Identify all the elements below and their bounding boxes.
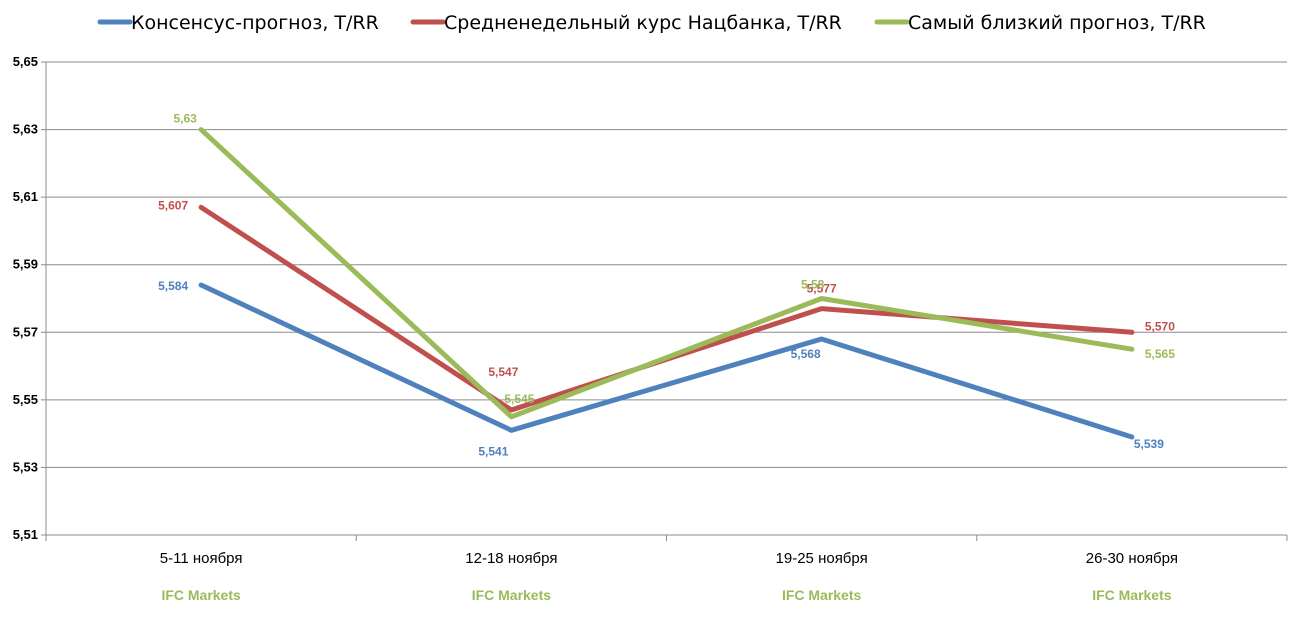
- data-label: 5,577: [807, 282, 837, 296]
- legend-entry-3: Самый близкий прогноз, T/RR: [908, 12, 1206, 34]
- y-tick-label: 5,55: [13, 392, 38, 407]
- data-label: 5,545: [504, 392, 534, 406]
- y-tick-label: 5,51: [13, 527, 38, 542]
- series-line-2: [198, 204, 1135, 413]
- series-line-3: [198, 127, 1135, 420]
- y-tick-label: 5,59: [13, 257, 38, 272]
- x-category-label: 12-18 ноября: [465, 550, 557, 567]
- y-tick-label: 5,65: [13, 54, 38, 69]
- legend-entry-2: Средненедельный курс Нацбанка, T/RR: [444, 12, 842, 34]
- legend: Консенсус-прогноз, T/RR Средненедельный к…: [97, 12, 1206, 34]
- legend-entry-1: Консенсус-прогноз, T/RR: [131, 12, 379, 34]
- axes: [45, 62, 1288, 541]
- x-category-label: 5-11 ноября: [160, 550, 243, 567]
- y-tick-label: 5,63: [13, 122, 38, 137]
- x-axis-categories: 5-11 ноября IFC Markets 12-18 ноября IFC Ma…: [160, 550, 1178, 603]
- data-label: 5,568: [791, 347, 821, 361]
- series-line-1: [198, 282, 1135, 440]
- x-category-label: 19-25 ноября: [776, 550, 868, 567]
- series-lines: [198, 127, 1135, 440]
- source-label: IFC Markets: [472, 587, 552, 603]
- data-label: 5,584: [158, 279, 188, 293]
- data-label: 5,570: [1145, 319, 1175, 333]
- gridlines: [46, 61, 1287, 468]
- source-label: IFC Markets: [782, 587, 862, 603]
- data-label: 5,58: [801, 278, 825, 292]
- y-axis-ticks: 5,51 5,53 5,55 5,57 5,59 5,61 5,63 5,65: [13, 54, 46, 542]
- data-label: 5,547: [488, 365, 518, 379]
- data-labels: 5,584 5,541 5,568 5,539 5,607 5,547 5,577 5,570…: [158, 112, 1175, 459]
- x-category-label: 26-30 ноября: [1086, 550, 1178, 567]
- data-label: 5,565: [1145, 347, 1175, 361]
- y-tick-label: 5,61: [13, 189, 38, 204]
- y-tick-label: 5,57: [13, 324, 38, 339]
- data-label: 5,607: [158, 198, 188, 212]
- data-label: 5,539: [1134, 437, 1164, 451]
- source-label: IFC Markets: [161, 587, 241, 603]
- source-label: IFC Markets: [1092, 587, 1172, 603]
- data-label: 5,63: [173, 112, 197, 126]
- data-label: 5,541: [478, 444, 508, 458]
- y-tick-label: 5,53: [13, 459, 38, 474]
